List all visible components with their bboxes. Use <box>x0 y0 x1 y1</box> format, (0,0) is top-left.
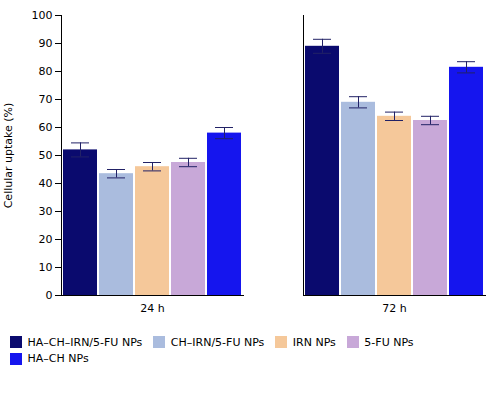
svg-text:50: 50 <box>39 149 53 162</box>
svg-text:30: 30 <box>39 205 53 218</box>
svg-text:72 h: 72 h <box>382 302 406 315</box>
svg-text:20: 20 <box>39 233 53 246</box>
html-text:CH–IRN/5-FU NPs: CH–IRN/5-FU NPs <box>170 335 265 349</box>
html-text:HA–CH NPs: HA–CH NPs <box>27 352 89 366</box>
svg-text:40: 40 <box>39 177 53 190</box>
svg-text:60: 60 <box>39 121 53 134</box>
svg-text:90: 90 <box>39 37 53 50</box>
svg-text:80: 80 <box>39 65 53 78</box>
svg-text:10: 10 <box>39 261 53 274</box>
html-text:HA–CH–IRN/5-FU NPs: HA–CH–IRN/5-FU NPs <box>27 335 143 349</box>
svg-text:Cellular uptake (%): Cellular uptake (%) <box>2 103 15 209</box>
svg-text:70: 70 <box>39 93 53 106</box>
html-text:IRN NPs: IRN NPs <box>292 335 336 349</box>
svg-text:100: 100 <box>32 9 53 22</box>
svg-text:24 h: 24 h <box>140 302 164 315</box>
svg-text:0: 0 <box>46 289 53 302</box>
html-text:5-FU NPs: 5-FU NPs <box>364 335 414 349</box>
